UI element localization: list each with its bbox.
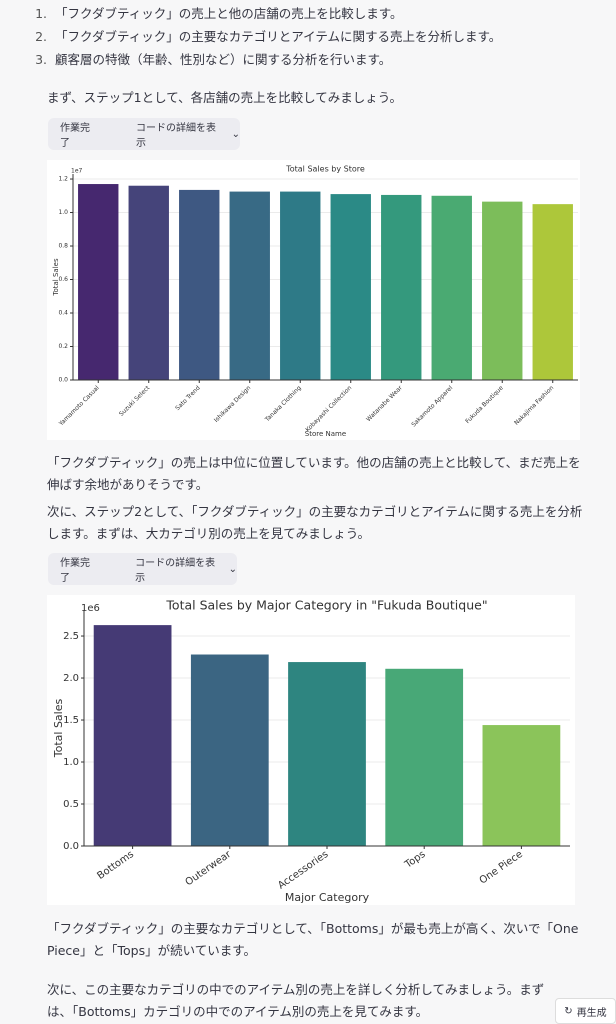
x-tick-label: Suzuki Select — [118, 384, 152, 418]
bar — [229, 191, 270, 380]
x-tick-label: Watanabe Wear — [365, 384, 404, 423]
y-tick-label: 0.5 — [63, 799, 79, 810]
list-marker: 3. — [35, 52, 47, 67]
chart-title: Total Sales by Major Category in "Fukuda… — [165, 598, 487, 613]
offset-label: 1e7 — [71, 168, 83, 175]
list-item: 3. 顧客層の特徴（年齢、性別など）に関する分析を行います。 — [22, 49, 391, 71]
code-toggle[interactable]: 作業完了 コードの詳細を表示 ⌄ — [48, 118, 240, 150]
chevron: ⌄ — [228, 563, 237, 575]
x-tick-label: Nakajima Fashion — [513, 384, 555, 426]
toggle-label[interactable]: コードの詳細を表示 — [135, 558, 216, 584]
y-tick-label: 0.8 — [58, 243, 68, 250]
paragraph: 「フクダブティック」の主要なカテゴリとして、「Bottoms」が最も売上が高く、… — [47, 921, 579, 958]
y-tick-label: 1.5 — [63, 715, 79, 726]
x-tick-label: Tops — [402, 849, 427, 871]
x-tick-label: Accessories — [276, 849, 330, 892]
list-marker: 1. — [35, 6, 47, 21]
bar — [288, 662, 366, 846]
y-tick-label: 0.2 — [58, 343, 68, 350]
y-tick-label: 0.6 — [58, 276, 68, 283]
list-text: 顧客層の特徴（年齢、性別など）に関する分析を行います。 — [55, 52, 392, 67]
chart-title: Total Sales by Store — [285, 165, 365, 174]
bar — [431, 195, 472, 380]
list-item: 2. 「フクダブティック」の主要なカテゴリとアイテムに関する売上を分析します。 — [22, 26, 501, 48]
paragraph: 次に、ステップ2として、「フクダブティック」の主要なカテゴリとアイテムに関する売… — [47, 504, 583, 541]
bar — [280, 191, 321, 380]
bar — [78, 184, 119, 380]
x-tick-label: Ishikawa Design — [213, 384, 252, 423]
x-tick-label: Sato Trend — [174, 384, 202, 412]
bar — [128, 185, 169, 380]
bar — [385, 668, 464, 846]
bar — [190, 654, 269, 846]
y-tick-label: 2.0 — [63, 673, 79, 684]
offset-label: 1e6 — [81, 603, 100, 614]
y-axis-label: Total Sales — [52, 258, 60, 297]
paragraph: 次に、この主要なカテゴリの中でのアイテム別の売上を詳しく分析してみましょう。まず… — [47, 982, 545, 1019]
y-tick-label: 1.0 — [58, 209, 68, 216]
x-tick-label: Sakamoto Apparel — [410, 384, 454, 428]
paragraph: まず、ステップ1として、各店舗の売上を比較してみましょう。 — [47, 90, 402, 105]
x-tick-label: Fukuda Boutique — [464, 384, 505, 425]
x-tick-label: Yamamoto Casual — [57, 384, 101, 428]
status: 作業完了 — [60, 123, 90, 149]
toggle-label[interactable]: コードの詳細を表示 — [136, 123, 217, 149]
status: 作業完了 — [60, 558, 90, 584]
bar — [482, 201, 523, 380]
bar — [482, 725, 561, 846]
list-item: 1. 「フクダブティック」の売上と他の店舗の売上を比較します。 — [22, 3, 403, 25]
list-text: 「フクダブティック」の売上と他の店舗の売上を比較します。 — [55, 6, 403, 21]
x-tick-label: One Piece — [478, 849, 525, 887]
bar — [330, 194, 371, 380]
y-tick-label: 0.4 — [58, 310, 68, 317]
y-tick-label: 1.2 — [58, 176, 68, 183]
x-tick-label: Outerwear — [184, 848, 234, 888]
list-marker: 2. — [35, 29, 47, 44]
y-tick-label: 0.0 — [58, 377, 68, 384]
x-tick-label: Bottoms — [95, 849, 136, 882]
paragraph: 「フクダブティック」の売上は中位に位置しています。他の店舗の売上と比較して、まだ… — [47, 455, 581, 492]
regenerate-label: 再生成 — [576, 1007, 607, 1019]
bar — [93, 625, 172, 846]
bar — [381, 194, 422, 380]
regenerate-button[interactable]: ↻ 再生成 — [555, 998, 616, 1024]
chart: Total Sales by Major Category in "Fukuda… — [47, 595, 575, 905]
chart: Total Sales by Store 1e7 0.0 0.2 0.4 0.6 0.8 1.… — [47, 160, 580, 440]
bar — [179, 189, 220, 380]
list-text: 「フクダブティック」の主要なカテゴリとアイテムに関する売上を分析します。 — [55, 29, 502, 44]
chevron: ⌄ — [231, 128, 240, 140]
y-tick-label: 1.0 — [63, 757, 79, 768]
y-axis-label: Total Sales — [52, 699, 65, 759]
bar — [532, 204, 573, 380]
y-tick-label: 2.5 — [63, 631, 79, 642]
x-axis-label: Major Category — [285, 891, 370, 904]
x-axis-label: Store Name — [305, 430, 346, 438]
x-tick-label: Tanaka Clothing — [263, 384, 303, 424]
code-toggle[interactable]: 作業完了 コードの詳細を表示 ⌄ — [48, 553, 237, 585]
y-tick-label: 0.0 — [63, 841, 79, 852]
x-tick-label: Kobayashi Collection — [304, 384, 353, 433]
